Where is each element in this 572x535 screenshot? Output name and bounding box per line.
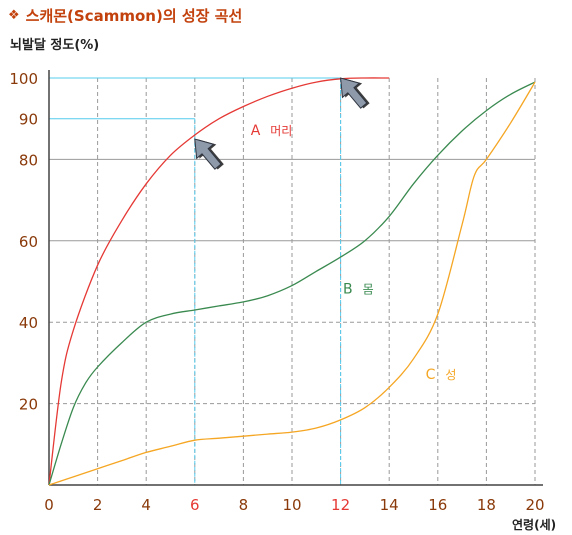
y-tick-label: 100: [9, 70, 38, 88]
series-line-a: [48, 77, 390, 486]
series-labels: A 머리 B 몸 C 성: [251, 123, 457, 383]
y-tick-label: 40: [19, 314, 38, 332]
x-tick-label: 10: [282, 496, 301, 514]
x-tick-label: 8: [239, 496, 249, 514]
series-label: A 머리: [251, 123, 293, 139]
x-tick-label: 2: [93, 496, 103, 514]
guide-lines: [49, 77, 342, 485]
title-text: 스캐몬(Scammon)의 성장 곡선: [25, 6, 243, 25]
x-tick-label: 20: [525, 496, 544, 514]
series-lines: [48, 77, 536, 486]
arrow-icon: [340, 77, 370, 109]
x-axis-label: 연령(세): [512, 518, 557, 532]
x-tick-label: 4: [141, 496, 151, 514]
axes: [48, 70, 543, 486]
x-tick-label: 18: [477, 496, 496, 514]
x-tick-label: 14: [380, 496, 399, 514]
title-bullet-icon: ❖: [8, 7, 20, 23]
x-tick-label: 12: [331, 496, 350, 514]
arrow-icon: [194, 138, 224, 170]
series-label-name: 몸: [363, 283, 374, 297]
chart-title: ❖ 스캐몬(Scammon)의 성장 곡선: [8, 4, 242, 26]
arrow-body: [194, 138, 222, 170]
arrows: [194, 77, 370, 170]
series-label-name: 성: [445, 368, 456, 382]
y-tick-label: 90: [19, 111, 38, 129]
arrow-body: [340, 77, 368, 109]
y-tick-label: 60: [19, 233, 38, 251]
tick-labels: 0 2 4 6 8 10 12 14 16 18 20 20 40 60 80 90 100: [9, 70, 544, 514]
y-axis-label: 뇌발달 정도(%): [10, 38, 100, 53]
x-tick-label: 6: [190, 496, 200, 514]
series-label-letter: C: [426, 367, 436, 383]
grid: [49, 78, 536, 485]
series-label-name: 머리: [270, 124, 292, 138]
series-label-letter: A: [251, 123, 261, 139]
series-line-c: [48, 81, 536, 486]
y-tick-label: 80: [19, 151, 38, 169]
x-tick-label: 16: [428, 496, 447, 514]
y-tick-label: 20: [19, 396, 38, 414]
series-line-b: [48, 81, 536, 486]
series-label-letter: B: [343, 282, 353, 298]
x-tick-label: 0: [44, 496, 54, 514]
